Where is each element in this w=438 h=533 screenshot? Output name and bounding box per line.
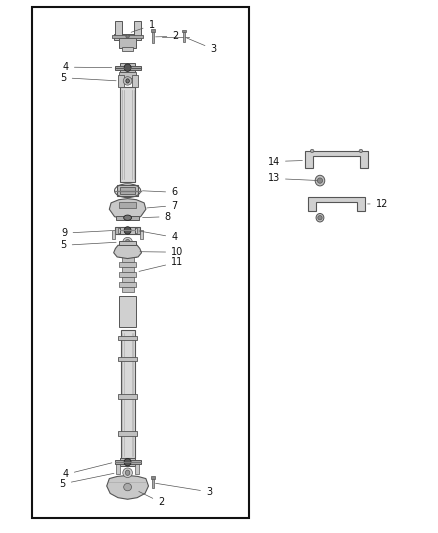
Bar xyxy=(120,63,135,72)
Text: 5: 5 xyxy=(60,473,114,489)
Bar xyxy=(119,272,136,277)
Text: 1: 1 xyxy=(131,20,155,33)
Bar xyxy=(114,34,141,40)
Ellipse shape xyxy=(124,64,131,71)
Bar xyxy=(119,241,136,245)
Ellipse shape xyxy=(126,79,129,83)
Ellipse shape xyxy=(311,149,314,152)
Polygon shape xyxy=(114,245,141,259)
Bar xyxy=(118,336,137,340)
Bar xyxy=(116,463,120,474)
Ellipse shape xyxy=(316,214,324,222)
Polygon shape xyxy=(110,199,146,220)
Bar xyxy=(152,478,154,488)
Bar xyxy=(119,253,136,257)
Polygon shape xyxy=(305,151,368,168)
Bar xyxy=(183,32,185,42)
Bar xyxy=(116,216,139,220)
Ellipse shape xyxy=(123,237,132,247)
Ellipse shape xyxy=(315,175,325,186)
Bar xyxy=(151,29,155,32)
Bar xyxy=(115,227,140,233)
Bar xyxy=(118,357,137,361)
Bar xyxy=(117,185,138,196)
Text: 13: 13 xyxy=(268,173,317,183)
Text: 14: 14 xyxy=(268,157,302,166)
Text: 4: 4 xyxy=(63,463,112,479)
Bar xyxy=(120,458,135,466)
Bar xyxy=(120,87,135,182)
Ellipse shape xyxy=(318,216,322,220)
Bar xyxy=(119,262,136,267)
Bar xyxy=(119,296,136,327)
Ellipse shape xyxy=(123,468,132,478)
Bar xyxy=(112,230,115,239)
Bar xyxy=(121,267,134,272)
Text: 11: 11 xyxy=(139,257,184,271)
Bar xyxy=(115,21,121,37)
Bar xyxy=(119,72,136,78)
Bar xyxy=(151,476,155,479)
Bar xyxy=(135,463,139,474)
Text: 8: 8 xyxy=(142,212,171,222)
Polygon shape xyxy=(308,197,365,211)
Text: 6: 6 xyxy=(142,187,177,197)
Bar xyxy=(118,394,137,399)
Polygon shape xyxy=(107,475,148,499)
Bar xyxy=(32,7,250,519)
Ellipse shape xyxy=(123,77,132,85)
Bar xyxy=(120,227,135,234)
Ellipse shape xyxy=(124,458,131,466)
Text: 4: 4 xyxy=(63,62,112,72)
Ellipse shape xyxy=(318,178,322,183)
Text: 3: 3 xyxy=(155,483,212,497)
Bar xyxy=(152,31,154,43)
Ellipse shape xyxy=(124,483,131,491)
Bar xyxy=(120,330,134,458)
Bar xyxy=(122,47,133,51)
Ellipse shape xyxy=(125,470,130,475)
Bar xyxy=(120,188,135,194)
Text: 7: 7 xyxy=(147,200,177,211)
Bar xyxy=(119,38,136,47)
Bar xyxy=(182,30,186,33)
Ellipse shape xyxy=(124,215,131,220)
Bar xyxy=(118,228,137,232)
Bar xyxy=(121,287,134,292)
Text: 5: 5 xyxy=(60,72,116,83)
Bar xyxy=(131,75,138,87)
Text: 5: 5 xyxy=(60,240,116,251)
Text: 4: 4 xyxy=(139,231,177,243)
Ellipse shape xyxy=(124,227,131,234)
Bar xyxy=(117,75,124,87)
Bar xyxy=(118,431,137,435)
Ellipse shape xyxy=(359,149,363,152)
Bar xyxy=(113,35,143,38)
Text: 3: 3 xyxy=(187,38,216,54)
Ellipse shape xyxy=(125,239,130,245)
Bar xyxy=(119,203,136,208)
Bar xyxy=(134,21,141,37)
Bar xyxy=(115,66,141,70)
Bar xyxy=(115,460,141,464)
Text: 10: 10 xyxy=(140,247,184,257)
Text: 2: 2 xyxy=(139,491,164,507)
Bar xyxy=(140,230,143,239)
Bar xyxy=(119,282,136,287)
Text: 12: 12 xyxy=(367,199,388,209)
Bar xyxy=(121,257,134,262)
Text: 9: 9 xyxy=(61,228,112,238)
Bar xyxy=(121,277,134,282)
Ellipse shape xyxy=(126,35,129,38)
Text: 2: 2 xyxy=(155,31,179,42)
